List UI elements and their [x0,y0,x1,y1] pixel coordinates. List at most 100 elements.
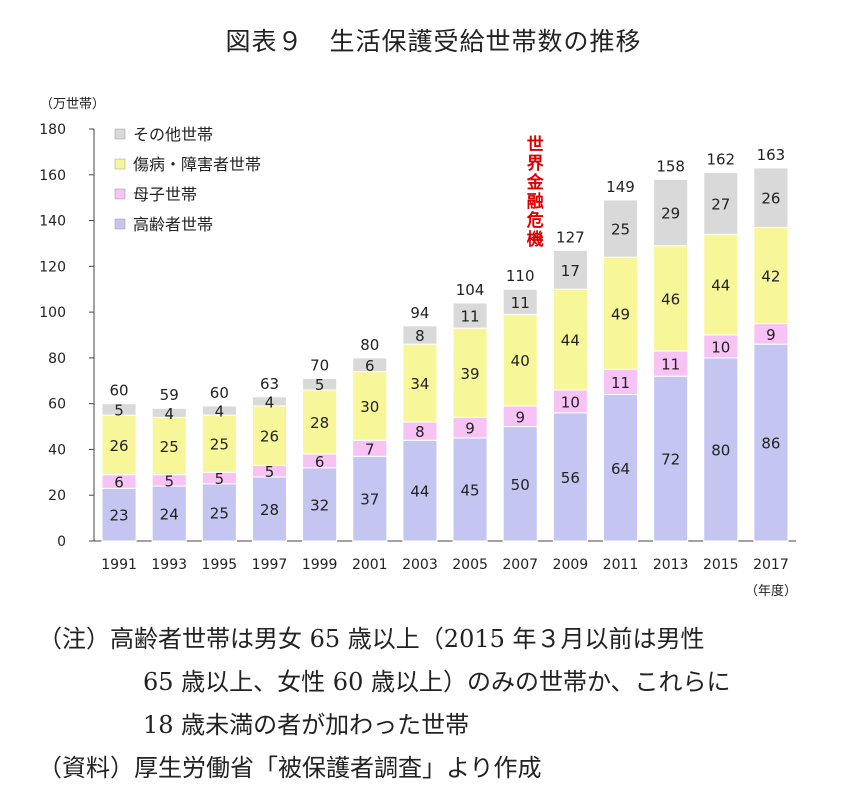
y-tick-label: 80 [48,351,66,367]
segment-value-label: 8 [415,327,425,345]
x-tick-label: 2001 [352,557,388,573]
bar-segment [602,368,639,396]
total-value-label: 162 [706,150,735,168]
segment-value-label: 9 [766,326,776,344]
bar-segment [552,412,588,542]
segment-value-label: 26 [110,437,129,455]
bar-segment [101,487,137,542]
segment-value-label: 26 [761,190,780,208]
segment-value-label: 4 [265,393,275,411]
legend-swatch [114,158,126,170]
segment-value-label: 80 [711,441,730,459]
total-value-label: 149 [606,178,635,196]
y-tick-label: 160 [39,168,66,184]
bar-segment [703,357,739,542]
x-unit-label: （年度） [745,583,797,599]
segment-value-label: 11 [511,294,530,312]
segment-value-label: 56 [561,469,580,487]
bar-segment [352,455,388,542]
y-tick-label: 20 [48,488,66,504]
segment-value-label: 25 [210,436,229,454]
bar-segment [151,416,187,476]
segment-value-label: 40 [511,352,530,370]
segment-value-label: 23 [110,507,129,525]
total-value-label: 163 [757,146,786,164]
bar-segment [703,233,739,336]
bar-segment [151,485,187,542]
bar-segment [151,407,187,418]
total-value-label: 59 [160,386,179,404]
x-tick-label: 2011 [603,557,639,573]
segment-value-label: 45 [461,482,480,500]
segment-value-label: 25 [611,221,630,239]
segment-value-label: 25 [160,438,179,456]
bar-segment [352,371,388,441]
bar-segment [302,467,338,542]
x-tick-label: 1991 [101,557,137,573]
source-line: （資料）厚生労働省「被保護者調査」より作成 [38,754,542,782]
x-tick-label: 1995 [202,557,238,573]
x-tick-label: 2013 [653,557,689,573]
y-tick-label: 0 [57,534,66,550]
bar-segment [101,403,137,416]
legend-label: その他世帯 [133,125,213,144]
bar-segment [452,437,488,542]
segment-value-label: 27 [711,195,730,213]
bar-segment [703,171,739,235]
total-value-label: 60 [210,384,229,402]
x-tick-label: 1999 [302,557,338,573]
total-value-label: 127 [556,228,585,246]
segment-value-label: 32 [310,496,329,514]
bar-segment [251,396,288,407]
total-value-label: 158 [656,157,685,175]
x-tick-label: 2005 [452,557,488,573]
y-tick-label: 60 [48,397,66,413]
segment-value-label: 28 [260,501,279,519]
x-tick-label: 1997 [252,557,288,573]
segment-value-label: 64 [611,460,630,478]
bar-segment [302,389,338,455]
annotation-label: 世界金融危機 [526,135,545,250]
legend-swatch [114,128,126,140]
segment-value-label: 50 [511,476,530,494]
bar-segment [753,343,789,542]
segment-value-label: 25 [210,504,229,522]
segment-value-label: 30 [360,398,379,416]
total-value-label: 104 [456,281,485,299]
y-tick-label: 40 [48,442,66,458]
segment-value-label: 44 [711,277,730,295]
segment-value-label: 6 [114,473,124,491]
y-tick-label: 140 [39,214,66,230]
segment-value-label: 11 [661,356,680,374]
bar-segment [653,178,689,247]
bar-segment [402,325,438,345]
bar-segment [602,199,639,258]
total-value-label: 110 [506,267,535,285]
bar-segment [352,357,388,373]
x-tick-label: 2003 [402,557,438,573]
bar-segment [552,288,588,391]
segment-value-label: 39 [461,365,480,383]
segment-value-label: 9 [465,420,475,438]
bar-segment [653,375,689,542]
x-tick-label: 2009 [553,557,589,573]
y-tick-label: 120 [39,259,66,275]
note-line-3: 18 歳未満の者が加わった世帯 [143,711,470,739]
bar-segment [502,426,538,542]
bar-segment [402,439,438,542]
segment-value-label: 29 [661,205,680,223]
segment-value-label: 6 [315,453,325,471]
legend-label: 母子世帯 [133,185,197,204]
segment-value-label: 28 [310,414,329,432]
segment-value-label: 5 [215,470,225,488]
segment-value-label: 5 [114,401,124,419]
total-value-label: 63 [260,375,279,393]
segment-value-label: 10 [561,393,580,411]
bar-segment [201,414,237,473]
notes: （注）高齢者世帯は男女 65 歳以上（2015 年３月以前は男性 65 歳以上、… [38,618,730,790]
segment-value-label: 34 [410,375,429,393]
legend-label: 傷病・障害者世帯 [133,155,261,174]
bar-segment [653,350,689,377]
legend-swatch [114,218,126,230]
segment-value-label: 8 [415,423,425,441]
